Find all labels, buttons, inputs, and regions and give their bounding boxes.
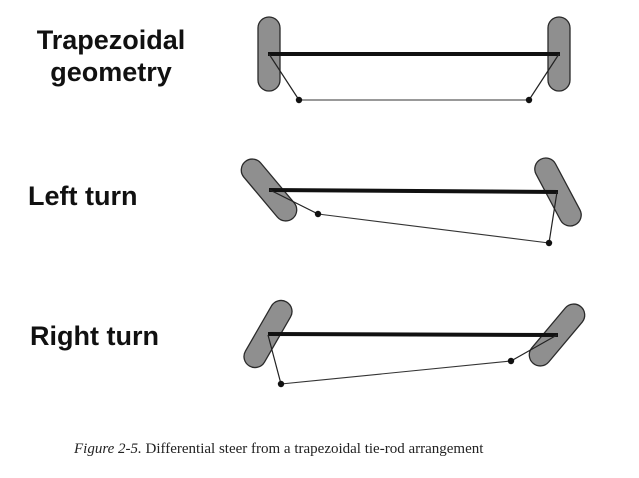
left-turn-label: Left turn bbox=[28, 181, 138, 211]
caption-text: Differential steer from a trapezoidal ti… bbox=[145, 441, 484, 457]
figure-caption: Figure 2-5. Differential steer from a tr… bbox=[74, 441, 483, 458]
tie-rod bbox=[280, 360, 512, 385]
trapezoidal-geometry-label: Trapezoidal geometry bbox=[22, 24, 200, 88]
right-steering-arm bbox=[510, 334, 558, 362]
left-turn-diagram bbox=[240, 157, 582, 247]
axle-beam bbox=[268, 188, 559, 194]
trapezoidal-geometry-label-line-2: geometry bbox=[50, 57, 172, 87]
right-tie-rod-joint bbox=[545, 239, 553, 247]
left-tie-rod-joint bbox=[295, 96, 303, 104]
right-tie-rod-joint bbox=[507, 357, 515, 365]
right-tie-rod-joint bbox=[525, 96, 533, 104]
right-steering-arm bbox=[528, 53, 560, 101]
tie-rod bbox=[317, 213, 550, 244]
right-turn-label: Right turn bbox=[30, 321, 159, 351]
figure-number: Figure 2-5. bbox=[74, 441, 142, 457]
left-steering-arm bbox=[269, 189, 319, 215]
left-tie-rod-joint bbox=[314, 210, 322, 218]
left-steering-arm bbox=[268, 53, 300, 101]
right-turn-diagram bbox=[243, 299, 586, 388]
trapezoidal-geometry-label-line-1: Trapezoidal bbox=[36, 25, 186, 55]
left-steering-arm bbox=[267, 334, 282, 385]
axle-beam bbox=[267, 332, 559, 337]
left-tie-rod-joint bbox=[277, 380, 285, 388]
trapezoidal-geometry-diagram bbox=[257, 16, 571, 104]
right-steering-arm bbox=[548, 191, 558, 244]
